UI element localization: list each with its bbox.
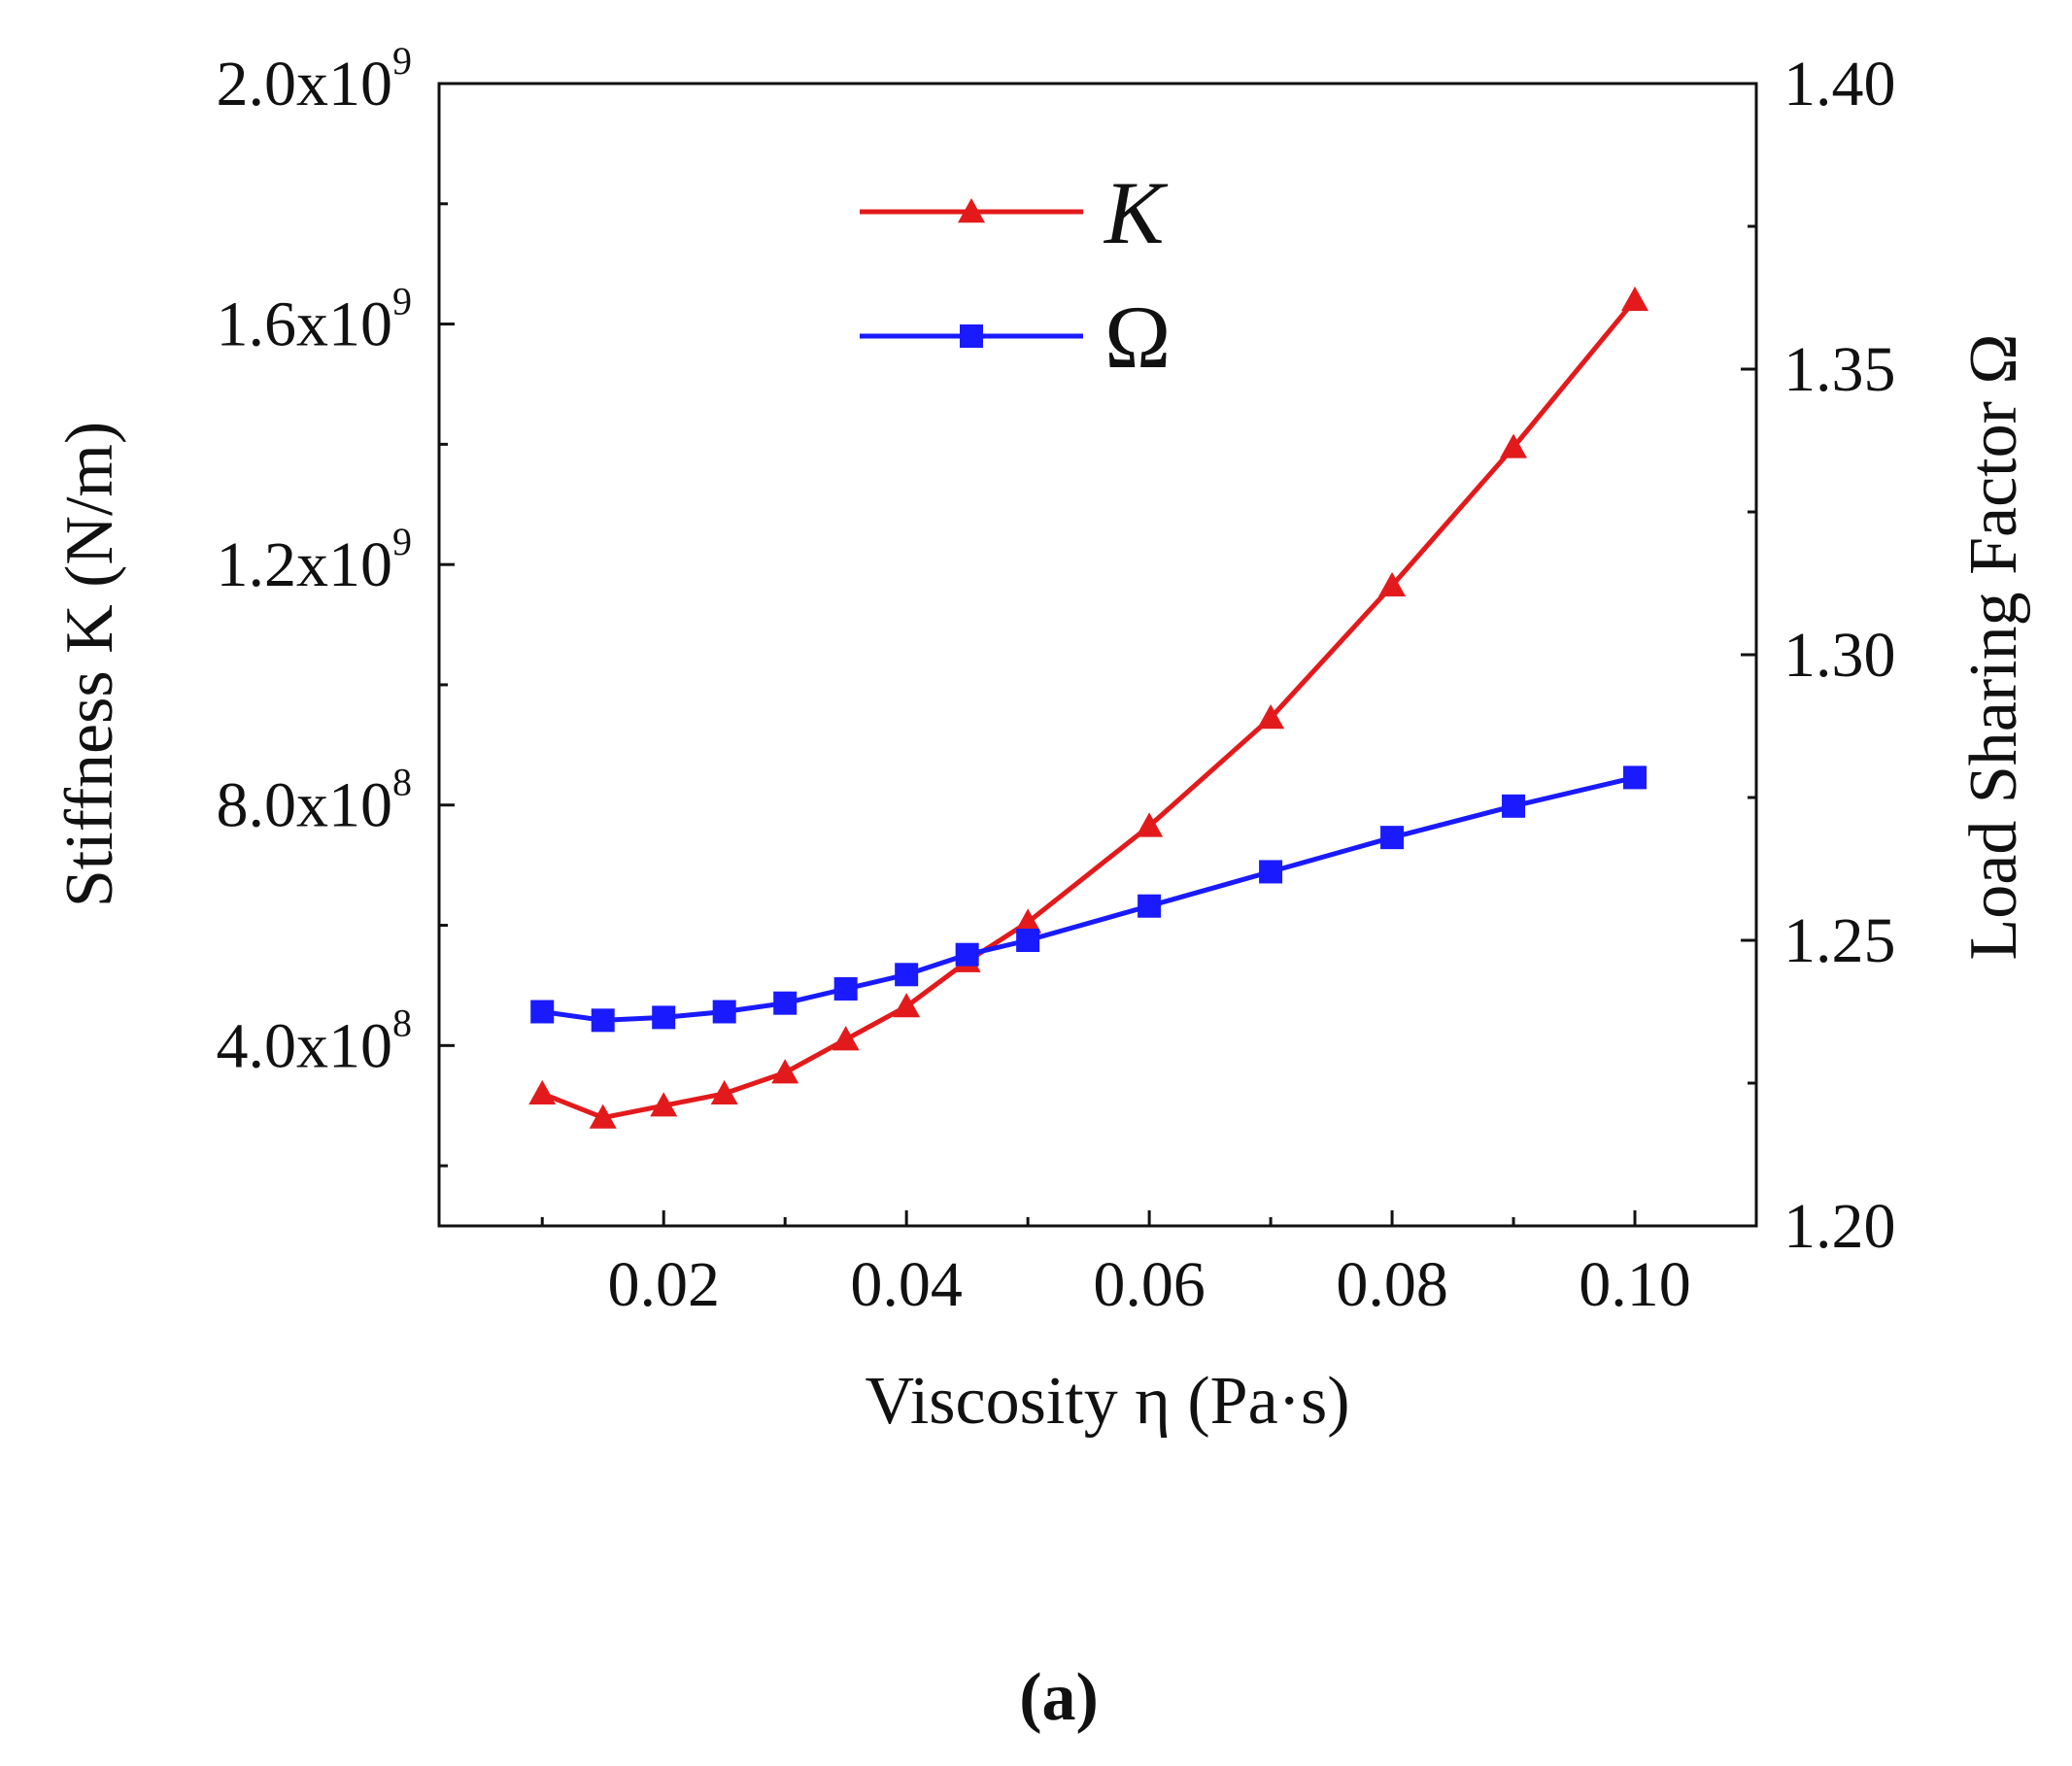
right-y-tick-label: 1.20 (1783, 1191, 1896, 1262)
left-y-tick-exponent: 8 (392, 761, 412, 804)
data-point-omega (652, 1005, 676, 1030)
right-y-axis-title: Load Sharing Factor Ω (1956, 334, 2031, 961)
data-point-k (528, 1079, 557, 1105)
x-tick-label: 0.08 (1336, 1249, 1448, 1320)
right-y-tick-label: 1.40 (1783, 49, 1896, 119)
data-point-k (1500, 433, 1528, 458)
series-line-omega (541, 774, 1636, 1023)
data-point-k (1621, 286, 1649, 312)
data-point-omega (1016, 929, 1040, 952)
left-y-tick-exponent: 9 (392, 39, 412, 83)
left-y-tick-exponent: 8 (392, 1001, 412, 1044)
legend: KΩ (860, 163, 1171, 387)
data-point-omega (1380, 826, 1405, 850)
data-point-k (1136, 812, 1164, 837)
legend-marker (958, 198, 985, 223)
legend-marker (960, 324, 983, 348)
data-point-k (771, 1059, 799, 1084)
legend-item-omega: Ω (860, 288, 1171, 387)
left-y-tick-mantissa: 8.0x10 (217, 770, 393, 841)
left-y-tick-exponent: 9 (392, 520, 412, 563)
left-y-tick-exponent: 9 (392, 280, 412, 323)
left-y-tick-mantissa: 1.2x10 (217, 529, 393, 600)
data-point-omega (1623, 765, 1647, 790)
x-tick-label: 0.06 (1093, 1249, 1206, 1320)
data-point-k (893, 993, 921, 1018)
x-tick-label: 0.10 (1579, 1249, 1691, 1320)
left-y-tick-label: 8.0x108 (217, 761, 413, 841)
x-axis-title: Viscosity η (Pa·s) (865, 1364, 1349, 1439)
x-tick-label: 0.02 (607, 1249, 720, 1320)
data-point-omega (1502, 794, 1526, 818)
data-point-k (650, 1092, 678, 1117)
data-point-k (1378, 571, 1407, 597)
legend-label: Ω (1104, 288, 1171, 387)
legend-label: K (1103, 163, 1169, 262)
data-point-omega (773, 991, 798, 1015)
data-point-omega (591, 1008, 615, 1033)
left-y-tick-mantissa: 1.6x10 (217, 289, 393, 360)
plot-area (437, 82, 1758, 1228)
left-y-tick-mantissa: 4.0x10 (217, 1010, 393, 1081)
data-point-omega (530, 1000, 555, 1024)
series-k (528, 286, 1649, 1129)
data-point-omega (895, 963, 919, 987)
plot-frame (437, 82, 1758, 1228)
right-y-tick-label: 1.35 (1783, 334, 1896, 405)
axis-titles: Viscosity η (Pa·s) Stiffness K (N/m) Load … (52, 334, 2031, 1735)
right-y-tick-label: 1.25 (1783, 905, 1896, 976)
data-point-k (1014, 908, 1042, 934)
left-y-tick-label: 1.6x109 (217, 280, 413, 360)
data-point-omega (1138, 894, 1162, 918)
left-y-tick-label: 2.0x109 (217, 39, 413, 119)
data-point-k (832, 1026, 860, 1051)
series-layer (528, 286, 1649, 1129)
data-point-omega (1259, 860, 1283, 884)
left-y-tick-mantissa: 2.0x10 (217, 49, 393, 119)
data-point-k (710, 1079, 738, 1105)
legend-item-k: K (860, 163, 1169, 262)
x-tick-label: 0.04 (850, 1249, 963, 1320)
data-point-omega (955, 942, 979, 967)
data-point-k (589, 1104, 617, 1129)
left-y-tick-label: 1.2x109 (217, 520, 413, 600)
data-point-k (1257, 703, 1285, 730)
right-y-tick-label: 1.30 (1783, 620, 1896, 691)
left-y-tick-label: 4.0x108 (217, 1001, 413, 1081)
left-y-axis-title: Stiffness K (N/m) (52, 422, 127, 907)
series-omega (530, 765, 1647, 1033)
right-y-axis: 1.20 1.25 1.30 1.35 1.40 (1741, 49, 1896, 1262)
data-point-omega (833, 976, 858, 1001)
x-axis: 0.02 0.04 0.06 0.08 0.10 (540, 1210, 1691, 1320)
data-point-omega (712, 1000, 736, 1024)
figure-caption: (a) (1019, 1660, 1099, 1735)
series-line-k (541, 298, 1637, 1121)
